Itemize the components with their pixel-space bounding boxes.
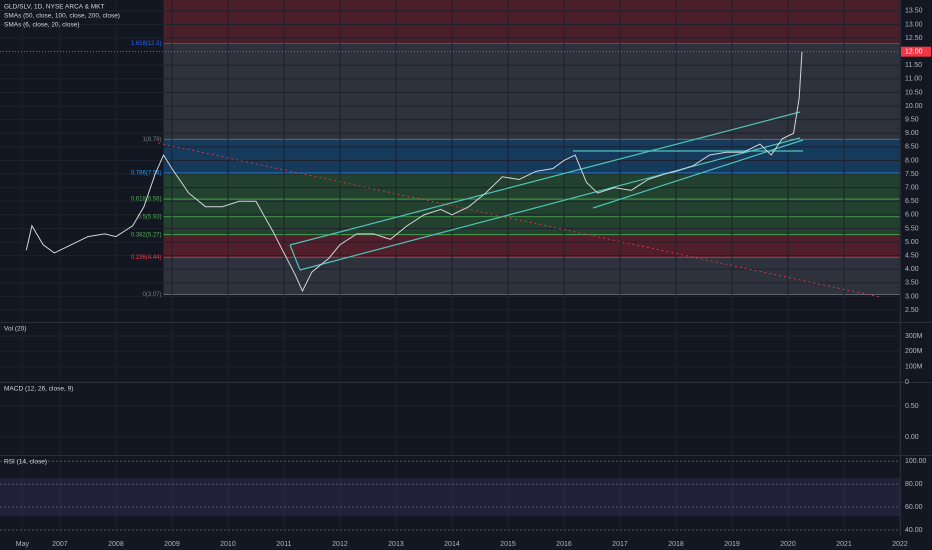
fib-zone — [163, 216, 900, 235]
rsi-band — [0, 478, 900, 516]
fib-zone — [163, 199, 900, 217]
fib-label: 0.236(4.44) — [131, 255, 162, 261]
y-tick-label: 7.50 — [905, 171, 919, 178]
price-line — [25, 51, 803, 293]
y-tick-label: 8.00 — [905, 157, 919, 164]
fib-label: 0.786(7.54) — [131, 171, 162, 177]
y-tick-label: 60.00 — [905, 504, 923, 511]
fib-zone — [163, 234, 900, 258]
y-tick-label: 200M — [905, 348, 923, 355]
y-tick-label: 3.00 — [905, 293, 919, 300]
y-tick-label: 100M — [905, 364, 923, 371]
x-tick-label: 2015 — [500, 541, 516, 548]
x-tick-label: 2011 — [276, 541, 291, 548]
last-price-label: 12.00 — [905, 49, 923, 56]
fib-label: 0.5(5.93) — [138, 214, 162, 220]
y-tick-label: 40.00 — [905, 527, 923, 534]
drawings — [157, 111, 881, 298]
x-tick-label: 2008 — [108, 541, 124, 548]
y-tick-label: 5.00 — [905, 239, 919, 246]
fib-zone — [163, 257, 900, 295]
x-tick-label: 2021 — [836, 541, 852, 548]
channel-line — [299, 137, 801, 271]
y-tick-label: 0.00 — [905, 434, 919, 441]
fib-zone — [163, 172, 900, 200]
indicator-label: SMAs (50, close, 100, close, 200, close) — [4, 13, 120, 20]
x-tick-label: May — [16, 541, 30, 548]
x-tick-label: 2007 — [52, 541, 68, 548]
fib-zone — [163, 0, 900, 44]
y-tick-label: 4.00 — [905, 266, 919, 273]
x-tick-label: 2012 — [332, 541, 348, 548]
x-tick-label: 2016 — [556, 541, 572, 548]
y-tick-label: 100.00 — [905, 458, 927, 465]
x-tick-label: 2018 — [668, 541, 684, 548]
y-tick-label: 9.50 — [905, 117, 919, 124]
y-tick-label: 80.00 — [905, 481, 923, 488]
fib-zone — [163, 139, 900, 173]
y-tick-label: 8.50 — [905, 144, 919, 151]
fib-label: 0(3.07) — [143, 292, 162, 298]
pane-title: RSI (14, close) — [4, 459, 47, 466]
y-tick-label: 5.50 — [905, 225, 919, 232]
y-tick-label: 11.50 — [905, 62, 922, 69]
y-tick-label: 0 — [905, 379, 909, 386]
y-tick-label: 6.50 — [905, 198, 919, 205]
x-tick-label: 2019 — [724, 541, 740, 548]
x-tick-label: 2014 — [444, 541, 460, 548]
y-tick-label: 2.50 — [905, 307, 919, 314]
y-tick-label: 12.50 — [905, 35, 923, 42]
x-tick-label: 2022 — [892, 541, 908, 548]
x-tick-label: 2020 — [780, 541, 796, 548]
trend-line — [157, 142, 881, 298]
channel-line — [289, 111, 801, 246]
y-tick-label: 6.00 — [905, 212, 919, 219]
last-price-box — [901, 46, 931, 57]
fib-label: 1.618(12.3) — [131, 41, 162, 47]
fib-label: 1(8.78) — [143, 137, 162, 143]
symbol-title: GLD/SLV, 1D, NYSE ARCA & MKT — [4, 4, 104, 11]
y-tick-label: 0.50 — [905, 403, 919, 410]
pane-title: Vol (20) — [4, 326, 26, 333]
y-tick-label: 13.50 — [905, 8, 923, 15]
y-tick-label: 13.00 — [905, 21, 923, 28]
indicator-label: SMAs (6, close, 20, close) — [4, 22, 80, 29]
y-tick-label: 9.00 — [905, 130, 919, 137]
x-tick-label: 2017 — [612, 541, 628, 548]
y-tick-label: 300M — [905, 333, 923, 340]
fib-zone — [163, 43, 900, 140]
y-tick-label: 10.50 — [905, 89, 923, 96]
x-tick-label: 2009 — [164, 541, 180, 548]
y-tick-label: 3.50 — [905, 280, 919, 287]
x-tick-label: 2013 — [388, 541, 404, 548]
channel-line — [289, 244, 301, 271]
fib-label: 0.382(5.27) — [131, 232, 162, 238]
y-tick-label: 7.00 — [905, 184, 919, 191]
x-tick-label: 2010 — [220, 541, 236, 548]
y-tick-label: 10.00 — [905, 103, 923, 110]
pane-title: MACD (12, 26, close, 9) — [4, 386, 73, 393]
y-tick-label: 11.00 — [905, 76, 922, 83]
y-tick-label: 4.50 — [905, 252, 919, 259]
